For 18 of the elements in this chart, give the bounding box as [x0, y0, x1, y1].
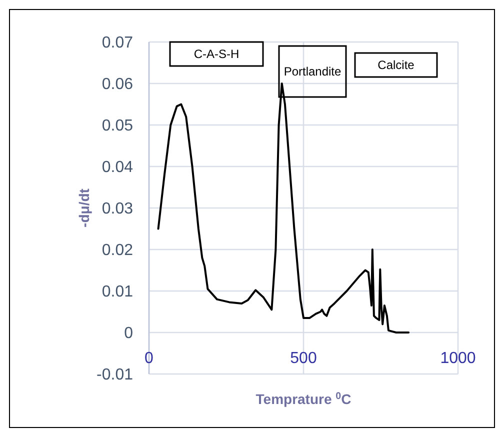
x-tick-label: 500: [290, 350, 317, 367]
x-tick-label: 0: [144, 350, 154, 367]
line-series: [157, 82, 410, 334]
y-tick-label: 0.01: [102, 284, 134, 301]
y-tick-label: 0.05: [102, 118, 134, 135]
y-tick-label: 0.03: [102, 200, 134, 218]
y-tick-label: 0: [124, 325, 134, 342]
y-tick-label: 0.02: [102, 242, 134, 260]
y-tick-label: 0.07: [102, 34, 134, 52]
x-axis-title: Temprature $^{0}$C: [256, 390, 352, 407]
y-tick-label: 0.04: [102, 159, 134, 176]
annotation: Calcite: [378, 58, 415, 72]
y-tick-label: -0.01: [96, 366, 134, 384]
annotation: Portlandite: [284, 64, 342, 79]
y-axis-title: -dμ/dt: [76, 188, 92, 228]
annotation: C-A-S-H: [194, 47, 240, 62]
x-tick-label: 1000: [440, 350, 476, 367]
y-tick-label: 0.06: [102, 76, 134, 94]
